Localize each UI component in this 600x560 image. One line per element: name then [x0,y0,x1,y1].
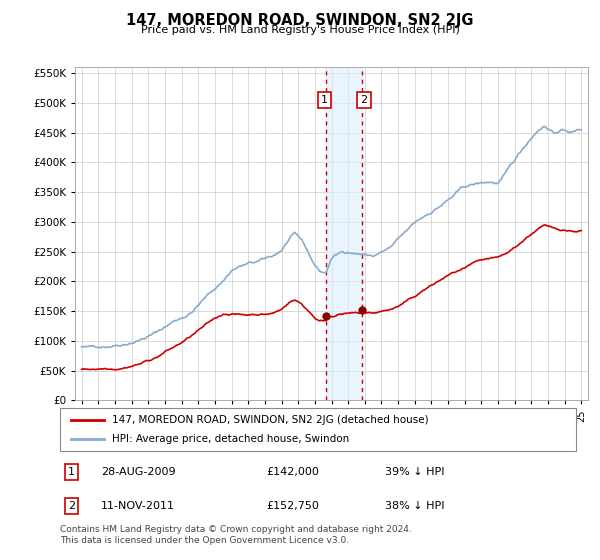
Text: 2: 2 [68,501,75,511]
Text: £142,000: £142,000 [266,466,319,477]
Text: 39% ↓ HPI: 39% ↓ HPI [385,466,445,477]
Text: Contains HM Land Registry data © Crown copyright and database right 2024.
This d: Contains HM Land Registry data © Crown c… [60,525,412,545]
Bar [326,67,362,400]
Text: 11-NOV-2011: 11-NOV-2011 [101,501,175,511]
Text: 147, MOREDON ROAD, SWINDON, SN2 2JG (detached house): 147, MOREDON ROAD, SWINDON, SN2 2JG (det… [112,415,428,424]
Text: 28-AUG-2009: 28-AUG-2009 [101,466,176,477]
Text: HPI: Average price, detached house, Swindon: HPI: Average price, detached house, Swin… [112,435,349,444]
Text: 1: 1 [321,95,328,105]
Text: Price paid vs. HM Land Registry's House Price Index (HPI): Price paid vs. HM Land Registry's House … [140,25,460,35]
Text: 2: 2 [360,95,367,105]
Text: £152,750: £152,750 [266,501,319,511]
Text: 1: 1 [68,466,75,477]
FancyBboxPatch shape [60,408,576,451]
Text: 147, MOREDON ROAD, SWINDON, SN2 2JG: 147, MOREDON ROAD, SWINDON, SN2 2JG [126,13,474,28]
Text: 38% ↓ HPI: 38% ↓ HPI [385,501,445,511]
